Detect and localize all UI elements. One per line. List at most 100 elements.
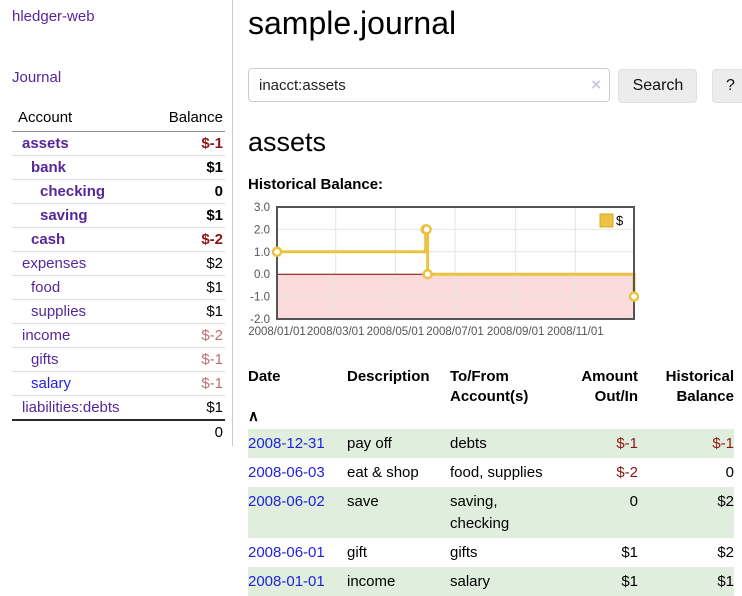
transaction-description: save — [347, 493, 379, 510]
y-axis-tick-label: -1.0 — [250, 292, 270, 304]
transaction-balance: $2 — [717, 544, 734, 561]
column-header-date[interactable]: Date ∧ — [248, 365, 347, 429]
x-axis-tick-label: 2008/03/01 — [307, 326, 365, 338]
account-balance: 0 — [146, 179, 225, 204]
y-axis-tick-label: 3.0 — [254, 202, 270, 214]
transaction-amount: $1 — [621, 544, 638, 561]
transaction-description: gift — [347, 544, 368, 561]
account-balance: $-1 — [146, 131, 225, 156]
account-link-cash[interactable]: cash — [31, 231, 66, 248]
account-row: supplies $1 — [12, 299, 225, 324]
account-link-assets[interactable]: assets — [22, 135, 69, 152]
account-balance: $1 — [146, 155, 225, 180]
account-link-liabilities-debts[interactable]: liabilities:debts — [22, 399, 120, 416]
data-point-marker[interactable] — [422, 268, 433, 280]
x-axis-tick-label: 2008/05/01 — [367, 326, 425, 338]
account-link-supplies[interactable]: supplies — [31, 303, 87, 320]
transaction-row: 2008-06-03 eat & shop food, supplies $-2… — [248, 458, 734, 487]
x-axis-tick-label: 2008/11/01 — [547, 326, 604, 338]
column-header-amount: Amount Out/In — [581, 368, 638, 405]
account-link-income[interactable]: income — [22, 327, 71, 344]
account-row: liabilities:debts $1 — [12, 395, 225, 421]
y-axis-tick-label: 1.0 — [254, 247, 270, 259]
account-row: salary $-1 — [12, 371, 225, 396]
column-header-description: Description — [347, 368, 430, 385]
transactions-table: Date ∧ Description To/From Account(s) Am… — [248, 365, 734, 596]
legend-swatch-icon — [599, 213, 614, 228]
x-axis-tick-label: 2008/07/01 — [426, 326, 484, 338]
page-title: sample.journal — [248, 5, 457, 41]
account-balance: $-1 — [146, 371, 225, 396]
column-header-accounts: To/From Account(s) — [450, 368, 529, 405]
transactions-header-row: Date ∧ Description To/From Account(s) Am… — [248, 365, 734, 429]
y-axis-tick-label: 0.0 — [254, 269, 270, 281]
account-row: food $1 — [12, 275, 225, 300]
accounts-header-row: Account Balance — [12, 105, 225, 132]
chart-heading: Historical Balance: — [248, 176, 384, 193]
sidebar: hledger-web Journal Account Balance asse… — [0, 0, 233, 446]
accounts-table: Account Balance assets $-1 bank $1 check… — [12, 105, 225, 444]
accounts-total-balance: 0 — [146, 419, 225, 444]
transaction-amount: $-2 — [616, 464, 638, 481]
account-row: expenses $2 — [12, 251, 225, 276]
accounts-header-account: Account — [12, 105, 147, 132]
clear-search-icon[interactable]: × — [591, 75, 601, 94]
plot-border — [276, 206, 635, 320]
sidebar-item-journal[interactable]: Journal — [12, 69, 62, 86]
account-row: gifts $-1 — [12, 347, 225, 372]
account-row: saving $1 — [12, 203, 225, 228]
y-axis-tick-label: -2.0 — [250, 314, 270, 326]
transaction-accounts: saving, checking — [450, 493, 510, 532]
transaction-balance: $2 — [717, 493, 734, 510]
account-link-bank[interactable]: bank — [31, 159, 67, 176]
sort-asc-icon: ∧ — [248, 408, 259, 425]
transaction-date-link[interactable]: 2008-06-03 — [248, 464, 325, 481]
account-row: cash $-2 — [12, 227, 225, 252]
transaction-date-link[interactable]: 2008-06-01 — [248, 544, 325, 561]
transaction-description: eat & shop — [347, 464, 419, 481]
y-axis-tick-label: 2.0 — [254, 224, 270, 236]
account-link-saving[interactable]: saving — [40, 207, 88, 224]
column-header-balance: Historical Balance — [665, 368, 734, 405]
account-link-food[interactable]: food — [31, 279, 61, 296]
account-row: income $-2 — [12, 323, 225, 348]
account-link-expenses[interactable]: expenses — [22, 255, 87, 272]
historical-balance-chart[interactable]: $3.0 2.0 1.0 0.0 -1.0 -2.0 2008/01/01 2008/03/0… — [248, 201, 734, 346]
brand-link[interactable]: hledger-web — [12, 8, 95, 25]
transaction-balance: 0 — [725, 464, 734, 481]
account-link-checking[interactable]: checking — [40, 183, 106, 200]
data-point-marker[interactable] — [271, 246, 283, 258]
account-row: assets $-1 — [12, 131, 225, 156]
transaction-date-link[interactable]: 2008-12-31 — [248, 435, 325, 452]
x-axis-tick-label: 2008/01/01 — [248, 326, 306, 338]
transaction-amount: 0 — [629, 493, 638, 510]
accounts-total-row: 0 — [12, 419, 225, 444]
transaction-accounts: debts — [450, 435, 487, 452]
data-point-marker[interactable] — [421, 224, 432, 235]
account-balance: $1 — [146, 395, 225, 421]
search-input[interactable] — [248, 68, 610, 102]
transaction-row: 2008-12-31 pay off debts $-1 $-1 — [248, 429, 734, 458]
accounts-header-balance: Balance — [146, 105, 225, 132]
transaction-accounts: gifts — [450, 544, 478, 561]
transaction-row: 2008-06-02 save saving, checking 0 $2 — [248, 487, 734, 538]
account-balance: $1 — [146, 203, 225, 228]
transaction-amount: $-1 — [616, 435, 638, 452]
search-button[interactable]: Search — [618, 69, 698, 103]
transaction-balance: $-1 — [712, 435, 734, 452]
account-balance: $1 — [146, 275, 225, 300]
account-balance: $-2 — [146, 323, 225, 348]
account-balance: $-1 — [146, 347, 225, 372]
transaction-row: 2008-06-01 gift gifts $1 $2 — [248, 538, 734, 567]
account-link-gifts[interactable]: gifts — [31, 351, 59, 368]
help-button[interactable]: ? — [711, 69, 742, 103]
section-title: assets — [248, 127, 327, 157]
search-form: × Search ? — [248, 68, 742, 103]
transaction-date-link[interactable]: 2008-06-02 — [248, 493, 325, 510]
data-point-marker[interactable] — [628, 291, 640, 302]
account-balance: $1 — [146, 299, 225, 324]
legend-label: $ — [616, 213, 624, 228]
account-link-salary[interactable]: salary — [31, 375, 72, 392]
transaction-description: pay off — [347, 435, 392, 452]
